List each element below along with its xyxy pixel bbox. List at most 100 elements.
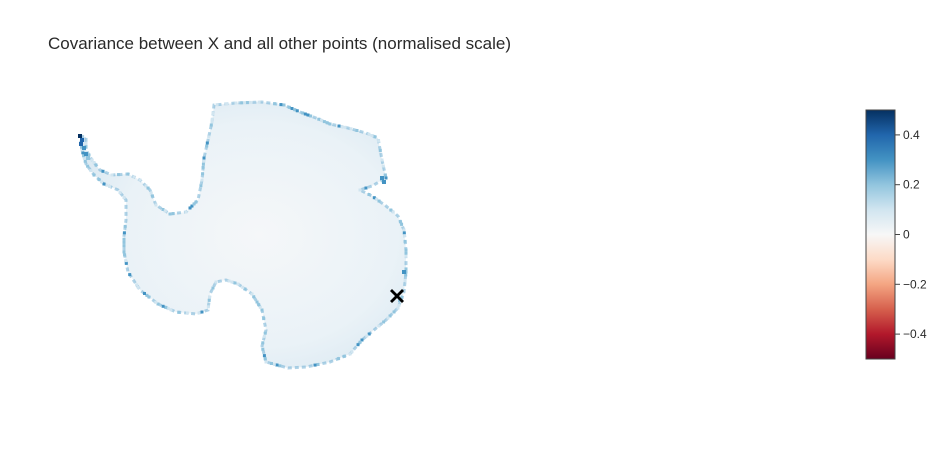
coastal-cell (273, 102, 277, 106)
coastal-cell (384, 176, 388, 180)
coastal-cell (211, 112, 215, 115)
coastal-cell (320, 118, 324, 122)
coastal-cell (225, 102, 229, 106)
coastal-cell (143, 292, 146, 295)
coastal-cell (210, 120, 214, 124)
coastal-cell (156, 302, 160, 306)
coastal-cell (373, 135, 377, 139)
peninsula-cell (79, 142, 83, 146)
coastal-cell (383, 173, 387, 177)
coastal-cell (136, 285, 140, 289)
coastal-cell (263, 357, 267, 361)
point-x-marker[interactable] (390, 289, 404, 303)
coastal-cell (138, 178, 142, 182)
coastal-cell (154, 203, 158, 207)
coastal-cell (400, 222, 404, 226)
coastal-cell (194, 200, 198, 204)
coastal-cell (282, 103, 286, 107)
coastal-cell (404, 248, 408, 252)
coastal-cell (144, 184, 148, 188)
coastal-cell (122, 240, 126, 244)
coastal-cell (365, 334, 369, 338)
coastal-cell (342, 354, 346, 358)
coastal-cell (166, 307, 170, 311)
coastal-cell (185, 311, 189, 315)
coastal-cell (270, 362, 273, 365)
coastal-cell (263, 331, 267, 335)
coastal-cell (388, 314, 392, 318)
coastal-cell (380, 158, 384, 162)
peninsula-cell (380, 176, 384, 180)
coastal-cell (372, 196, 376, 200)
coastal-cell (367, 193, 371, 196)
coastal-cell (350, 350, 354, 354)
coastal-cell (343, 125, 347, 129)
coastal-cell (202, 159, 206, 163)
coastal-cell (90, 158, 94, 162)
coastal-cell (122, 231, 126, 235)
coastal-cell (257, 100, 261, 104)
coastal-cell (201, 165, 205, 169)
coastal-cell (243, 101, 247, 105)
coastal-cell (358, 340, 362, 344)
coastal-cell (177, 310, 181, 314)
coastal-cell (261, 347, 265, 351)
coastal-cell (154, 300, 158, 304)
coastal-cell (364, 186, 368, 190)
colorbar-tick-label: 0.2 (903, 178, 920, 192)
coastal-cell (262, 354, 266, 358)
coastal-cell (309, 114, 313, 118)
coastal-cell (207, 298, 211, 302)
colorbar-tick-label: 0 (903, 228, 910, 242)
coastal-cell (402, 231, 406, 235)
coastal-cell (262, 334, 266, 338)
coastal-cell (150, 194, 154, 198)
coastal-cell (164, 305, 168, 309)
coastal-cell (325, 121, 329, 125)
coastal-cell (200, 310, 204, 314)
coastal-cell (322, 120, 326, 124)
peninsula-cell (84, 152, 88, 156)
coastal-cell (356, 343, 360, 347)
coastal-cell (306, 113, 310, 117)
coastal-cell (87, 153, 91, 157)
coastal-cell (161, 304, 165, 308)
coastal-cell (295, 109, 299, 113)
coastal-cell (248, 100, 252, 104)
coastal-cell (243, 287, 247, 291)
coastal-cell (386, 316, 390, 320)
coastal-cells (78, 100, 408, 368)
coastal-cell (132, 175, 136, 179)
chart-title: Covariance between X and all other point… (48, 34, 512, 53)
coastal-cell (355, 129, 359, 132)
heatmap-area[interactable] (78, 100, 408, 370)
coastal-cell (201, 172, 205, 176)
coastal-cell (110, 173, 114, 177)
coastal-cell (200, 178, 204, 182)
coastal-cell (392, 310, 396, 314)
coastal-cell (184, 210, 188, 214)
coastal-cell (210, 117, 214, 121)
coastal-cell (250, 292, 254, 296)
colorbar-ticks: 0.4 0.2 0 −0.2 −0.4 (895, 128, 927, 341)
coastal-cell (202, 156, 206, 160)
peninsula-cell (86, 156, 90, 160)
coastal-cell (257, 303, 261, 307)
coastal-cell (397, 303, 401, 307)
coastal-cell (171, 212, 175, 216)
coastal-cell (108, 184, 112, 188)
coastal-cell (118, 191, 122, 194)
coastal-cell (340, 125, 344, 129)
coastal-cell (188, 206, 192, 210)
coastal-cell (303, 112, 307, 116)
coastal-cell (279, 103, 283, 107)
coastal-cell (122, 244, 126, 248)
coastal-cell (105, 183, 109, 187)
coastal-cell (403, 279, 407, 283)
coastal-cell (313, 363, 317, 367)
coastal-cell (370, 134, 374, 137)
coastal-cell (358, 188, 362, 192)
coastal-cell (168, 212, 172, 216)
